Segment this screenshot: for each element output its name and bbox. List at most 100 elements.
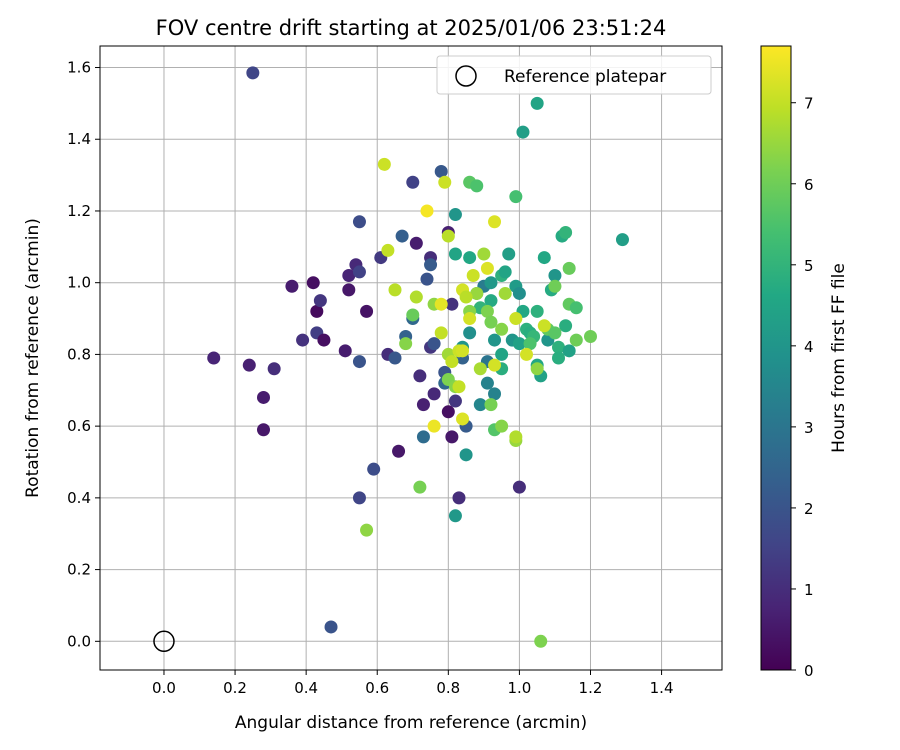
y-tick-label: 1.6	[67, 59, 91, 77]
data-point	[502, 247, 516, 261]
data-point	[445, 355, 459, 369]
plot-frame	[99, 45, 723, 671]
x-axis-label: Angular distance from reference (arcmin)	[235, 713, 587, 733]
data-point	[498, 286, 512, 300]
data-point	[388, 283, 402, 297]
data-point	[512, 286, 526, 300]
x-tick-label: 1.0	[507, 679, 531, 697]
data-point	[452, 491, 466, 505]
data-point	[463, 326, 477, 340]
data-point	[416, 430, 430, 444]
data-point	[509, 190, 523, 204]
data-point	[456, 412, 470, 426]
data-point	[509, 312, 523, 326]
colorbar-tick-label: 4	[804, 338, 814, 356]
y-tick-label: 0.4	[67, 489, 91, 507]
data-point	[516, 125, 530, 139]
data-point	[488, 333, 502, 347]
data-point	[509, 430, 523, 444]
data-point	[377, 157, 391, 171]
data-point	[338, 344, 352, 358]
data-point	[512, 337, 526, 351]
data-point	[392, 444, 406, 458]
data-point	[452, 380, 466, 394]
legend-label: Reference platepar	[504, 67, 666, 87]
data-point	[427, 337, 441, 351]
data-point	[367, 462, 381, 476]
data-point	[256, 423, 270, 437]
data-point	[256, 390, 270, 404]
y-tick-label: 0.2	[67, 561, 91, 579]
data-point	[352, 215, 366, 229]
data-point	[207, 351, 221, 365]
data-point	[406, 175, 420, 189]
data-point	[495, 419, 509, 433]
y-tick-label: 1.2	[67, 202, 91, 220]
reference-platepar-marker	[153, 630, 175, 653]
data-point	[441, 229, 455, 243]
colorbar-gradient	[760, 45, 792, 671]
data-point	[441, 405, 455, 419]
y-tick-label: 0.8	[67, 345, 91, 363]
colorbar-label: Hours from first FF file	[829, 263, 849, 453]
data-point	[342, 269, 356, 283]
data-point	[537, 251, 551, 265]
data-point	[313, 294, 327, 308]
x-tick-label: 0.4	[294, 679, 318, 697]
data-point	[488, 215, 502, 229]
x-tick-label: 1.4	[650, 679, 674, 697]
data-point	[459, 290, 473, 304]
data-point	[395, 229, 409, 243]
data-point	[480, 261, 494, 275]
data-point	[562, 344, 576, 358]
data-point	[360, 304, 374, 318]
data-point	[352, 491, 366, 505]
data-point	[463, 312, 477, 326]
data-point	[409, 236, 423, 250]
colorbar-tick-label: 0	[804, 662, 814, 680]
legend-marker-icon	[455, 65, 477, 87]
data-point	[456, 344, 470, 358]
colorbar-ticks: 0 1 2 3 4 5 6 7	[791, 95, 814, 680]
y-tick-label: 1.4	[67, 130, 91, 148]
data-point	[242, 358, 256, 372]
data-point	[448, 394, 462, 408]
data-point	[552, 351, 566, 365]
x-tick-label: 0.6	[365, 679, 389, 697]
data-point	[463, 251, 477, 265]
data-point	[562, 261, 576, 275]
x-tick-label: 0.0	[152, 679, 176, 697]
data-point	[569, 301, 583, 315]
data-point	[434, 297, 448, 311]
data-point	[530, 362, 544, 376]
data-point	[534, 634, 548, 648]
data-point	[484, 294, 498, 308]
data-point	[520, 347, 534, 361]
data-point	[530, 96, 544, 110]
chart-title: FOV centre drift starting at 2025/01/06 …	[156, 16, 667, 40]
data-point	[413, 480, 427, 494]
data-point	[317, 333, 331, 347]
data-point	[306, 276, 320, 290]
data-point	[285, 279, 299, 293]
data-point	[324, 620, 338, 634]
data-point	[523, 337, 537, 351]
x-axis: 0.0 0.2 0.4 0.6 0.8 1.0 1.2 1.4	[152, 670, 674, 697]
data-point	[559, 225, 573, 239]
data-point	[548, 279, 562, 293]
data-point	[420, 272, 434, 286]
data-point	[413, 369, 427, 383]
data-point	[530, 304, 544, 318]
x-tick-label: 0.8	[436, 679, 460, 697]
reference-marker	[153, 630, 175, 653]
data-point	[569, 333, 583, 347]
data-point	[388, 351, 402, 365]
data-point	[246, 66, 260, 80]
data-point	[466, 269, 480, 283]
data-point	[552, 340, 566, 354]
data-point	[360, 523, 374, 537]
data-point	[470, 286, 484, 300]
data-point	[342, 283, 356, 297]
data-point	[548, 326, 562, 340]
